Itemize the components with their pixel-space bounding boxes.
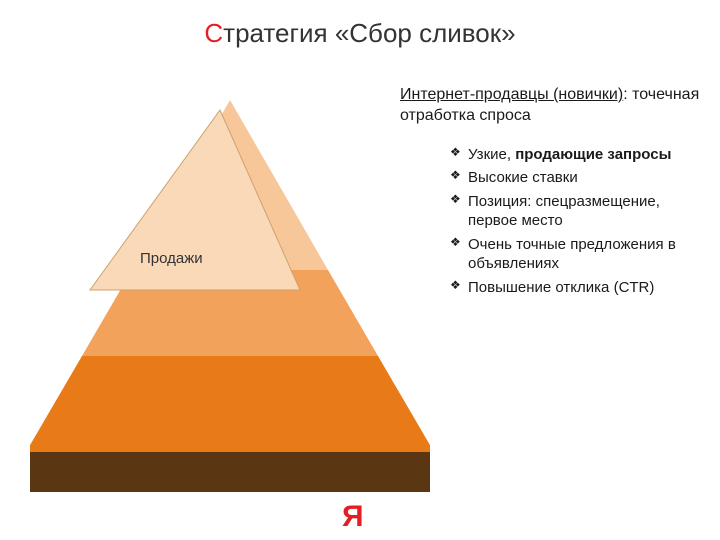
- bullet-item: Повышение отклика (CTR): [450, 278, 700, 298]
- title-accent-char: С: [204, 18, 223, 48]
- pyramid-band-4: [30, 452, 430, 492]
- yandex-logo: Я: [342, 500, 364, 534]
- pyramid-diagram: [30, 100, 430, 500]
- pyramid-svg: [30, 100, 430, 500]
- pyramid-band-3: [30, 356, 430, 452]
- bullet-list: Узкие, продающие запросы Высокие ставки …: [400, 145, 700, 298]
- heading-underlined: Интернет-продавцы (новички): [400, 86, 623, 103]
- bullet-item: Высокие ставки: [450, 168, 700, 188]
- bullet-item: Узкие, продающие запросы: [450, 145, 700, 165]
- callout-label: Продажи: [140, 250, 203, 267]
- bullet-item: Позиция: спецразмещение, первое место: [450, 192, 700, 231]
- slide-title: Стратегия «Сбор сливок»: [0, 18, 720, 49]
- text-column: Интернет-продавцы (новички): точечная от…: [400, 85, 700, 301]
- bullet-item: Очень точные предложения в объявлениях: [450, 235, 700, 274]
- heading: Интернет-продавцы (новички): точечная от…: [400, 85, 700, 127]
- title-rest: тратегия «Сбор сливок»: [223, 18, 515, 48]
